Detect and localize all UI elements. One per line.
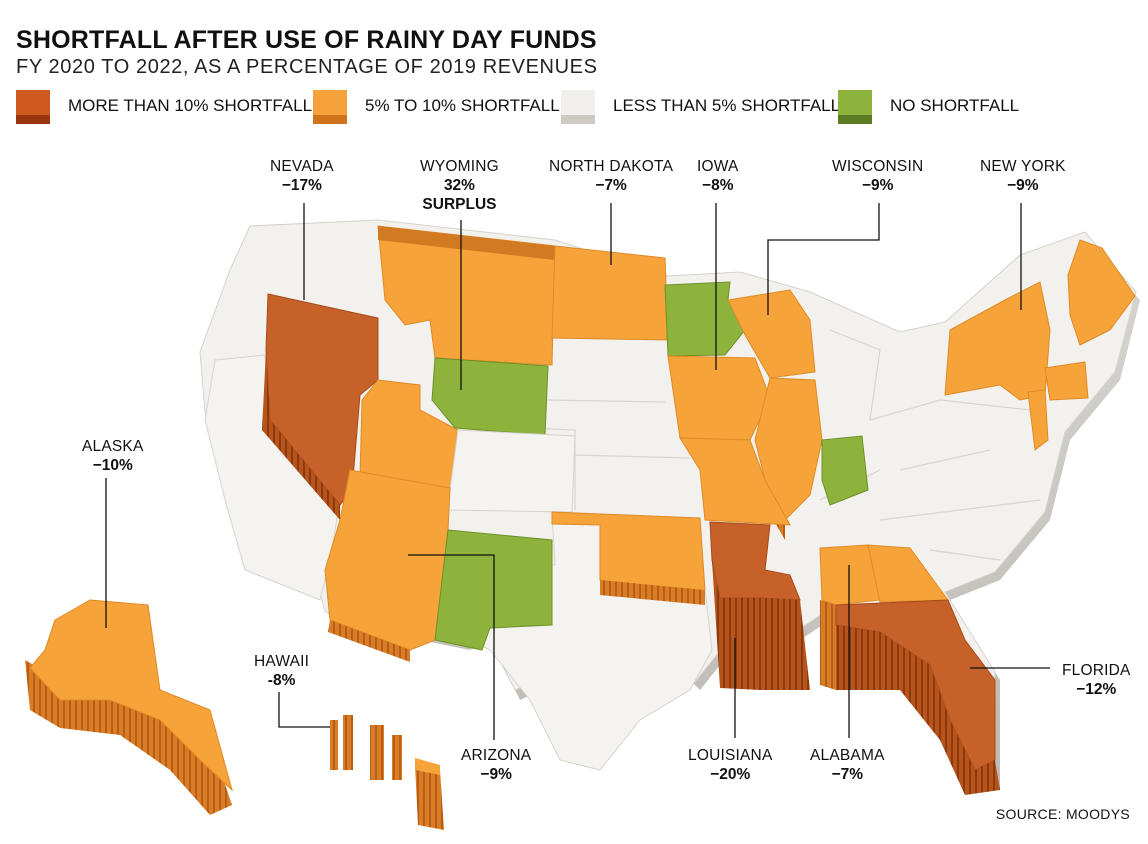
callout-name: IOWA <box>697 158 739 175</box>
callout-nevada: NEVADA −17% <box>270 157 334 195</box>
state-arizona-face <box>328 620 410 662</box>
state-alabama-face <box>820 600 836 690</box>
callout-wyoming: WYOMING 32% SURPLUS <box>420 157 499 214</box>
callout-note: SURPLUS <box>422 196 497 213</box>
state-florida-face <box>836 625 1000 795</box>
callout-value: −12% <box>1076 681 1117 698</box>
state-wisconsin <box>727 289 816 379</box>
callout-name: WYOMING <box>420 158 499 175</box>
legend-label: 5% TO 10% SHORTFALL <box>365 96 560 115</box>
callout-louisiana: LOUISIANA −20% <box>688 746 773 784</box>
state-oklahoma-face <box>600 580 705 605</box>
callout-name: HAWAII <box>254 653 310 670</box>
state-missouri <box>679 437 791 526</box>
callout-value: -8% <box>267 672 296 689</box>
callout-alaska: ALASKA −10% <box>82 437 144 475</box>
callout-north-dakota: NORTH DAKOTA −7% <box>549 157 673 195</box>
state-massachusetts <box>1044 361 1089 401</box>
chart-subtitle: FY 2020 TO 2022, AS A PERCENTAGE OF 2019… <box>16 56 598 78</box>
state-louisiana-face <box>712 560 810 690</box>
callout-value: −10% <box>92 457 133 474</box>
callout-name: FLORIDA <box>1062 662 1131 679</box>
callout-florida: FLORIDA −12% <box>1062 661 1131 699</box>
callout-value: −20% <box>710 766 751 783</box>
callout-value: 32% <box>443 177 475 194</box>
callout-arizona: ARIZONA −9% <box>461 746 531 784</box>
callout-name: NEVADA <box>270 158 334 175</box>
state-north-dakota <box>551 245 669 341</box>
legend-swatch <box>313 90 347 124</box>
legend-label: NO SHORTFALL <box>890 96 1020 115</box>
state-alabama <box>819 544 881 606</box>
legend-swatch <box>16 90 50 124</box>
legend-label: MORE THAN 10% SHORTFALL <box>68 96 313 115</box>
callout-new-york: NEW YORK −9% <box>980 157 1066 195</box>
callout-alabama: ALABAMA −7% <box>810 746 885 784</box>
callout-iowa: IOWA −8% <box>697 157 739 195</box>
callout-name: NEW YORK <box>980 158 1066 175</box>
state-nevada-face <box>262 350 340 520</box>
state-indiana <box>821 435 869 506</box>
callout-wisconsin: WISCONSIN −9% <box>832 157 923 195</box>
leader-lines <box>105 203 1050 740</box>
state-iowa <box>667 355 771 441</box>
legend-swatch <box>561 90 595 124</box>
callout-name: WISCONSIN <box>832 158 924 175</box>
callout-value: −9% <box>861 177 894 194</box>
state-maine <box>1067 239 1136 346</box>
source-note: SOURCE: MOODYS <box>995 806 1130 822</box>
state-illinois <box>754 377 823 521</box>
callout-value: −9% <box>480 766 512 783</box>
callout-value: −7% <box>595 177 627 194</box>
callout-name: LOUISIANA <box>688 747 773 764</box>
callout-name: NORTH DAKOTA <box>549 158 674 175</box>
callout-hawaii: HAWAII -8% <box>254 652 309 690</box>
state-hawaii <box>330 715 444 830</box>
state-alaska <box>25 599 233 815</box>
callout-name: ALABAMA <box>810 747 885 764</box>
state-colorado <box>447 429 576 513</box>
callout-name: ALASKA <box>82 438 144 455</box>
callout-value: −8% <box>702 177 734 194</box>
chart-title: SHORTFALL AFTER USE OF RAINY DAY FUNDS <box>16 26 597 54</box>
callout-value: −7% <box>831 766 864 783</box>
state-montana-side <box>378 226 555 260</box>
legend-label: LESS THAN 5% SHORTFALL <box>613 96 841 115</box>
callout-value: −17% <box>281 177 322 194</box>
callout-name: ARIZONA <box>461 747 532 764</box>
callout-value: −9% <box>1007 177 1039 194</box>
state-new-jersey <box>1027 389 1049 451</box>
legend-swatch <box>838 90 872 124</box>
